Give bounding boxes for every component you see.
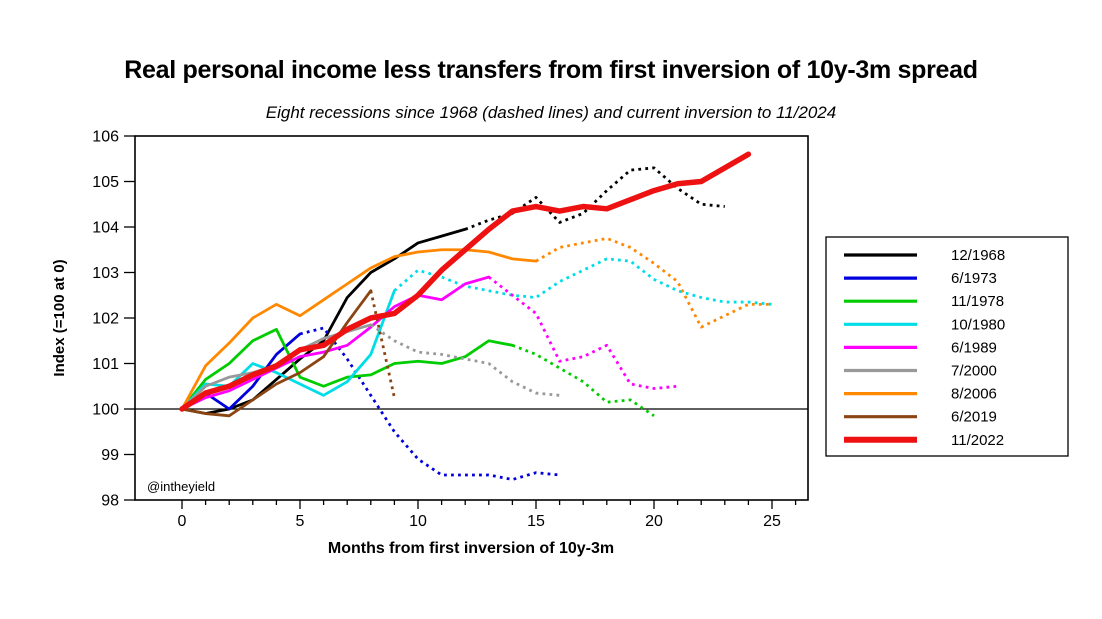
- y-tick-label: 98: [101, 493, 119, 510]
- legend-item-12-1968: 12/1968: [844, 247, 1005, 264]
- series-line-dotted-7-2000: [370, 323, 560, 397]
- legend-item-11-2022: 11/2022: [844, 432, 1004, 449]
- y-tick-label: 105: [92, 174, 119, 191]
- series-line-dotted-11-1978: [511, 343, 655, 417]
- series-line-dotted-8-2006: [535, 236, 772, 329]
- series-line-dotted-12-1968: [464, 166, 725, 231]
- series-line-11-2022: [179, 151, 752, 412]
- legend-label: 6/1989: [951, 339, 997, 356]
- legend-label: 6/2019: [951, 409, 997, 426]
- legend-item-6-2019: 6/2019: [844, 409, 997, 426]
- y-tick-label: 99: [101, 447, 119, 464]
- legend: 12/1968 6/1973 11/1978 10/1980 6/1989 7/2000 8…: [825, 236, 1069, 457]
- plot-border: [134, 135, 809, 501]
- series-line-dotted-6-1989: [487, 275, 678, 390]
- series-line-8-2006: [180, 248, 538, 411]
- y-tick-label: 100: [92, 402, 119, 419]
- series-lines: [179, 151, 773, 481]
- legend-item-10-1980: 10/1980: [844, 316, 1005, 333]
- legend-item-7-2000: 7/2000: [844, 363, 997, 380]
- legend-item-8-2006: 8/2006: [844, 386, 997, 403]
- legend-label: 7/2000: [951, 363, 997, 380]
- series-line-dotted-6-1973: [299, 326, 560, 481]
- legend-label: 10/1980: [951, 316, 1005, 333]
- series-line-11-1978: [180, 327, 514, 411]
- axes: 98 99 100 101 102 103 104 105 106 0 5 10 15 20 25: [92, 129, 797, 530]
- chart-title: Real personal income less transfers from…: [124, 56, 978, 84]
- legend-label: 11/2022: [951, 432, 1004, 449]
- legend-item-6-1989: 6/1989: [844, 339, 997, 356]
- y-tick-label: 101: [92, 356, 119, 373]
- x-tick-label: 0: [178, 513, 187, 530]
- watermark: @intheyield: [147, 479, 215, 494]
- series-line-dotted-6-2019: [369, 290, 396, 398]
- y-tick-label: 103: [92, 265, 119, 282]
- x-tick-label: 20: [645, 513, 663, 530]
- series-line-dotted-10-1980: [393, 257, 773, 306]
- x-axis-label: Months from first inversion of 10y-3m: [328, 540, 614, 557]
- legend-item-6-1973: 6/1973: [844, 270, 997, 287]
- legend-label: 6/1973: [951, 270, 997, 287]
- x-tick-label: 25: [763, 513, 781, 530]
- y-tick-label: 102: [92, 311, 119, 328]
- series-line-6-1989: [180, 275, 491, 411]
- legend-label: 8/2006: [951, 386, 997, 403]
- y-tick-label: 104: [92, 220, 119, 237]
- x-tick-label: 15: [527, 513, 545, 530]
- legend-item-11-1978: 11/1978: [844, 293, 1004, 310]
- x-tick-label: 5: [296, 513, 305, 530]
- y-tick-label: 106: [92, 129, 119, 146]
- plot-frame: [134, 135, 809, 501]
- legend-label: 12/1968: [951, 247, 1005, 264]
- x-tick-label: 10: [409, 513, 427, 530]
- legend-label: 11/1978: [951, 293, 1004, 310]
- y-axis-label: Index (=100 at 0): [51, 259, 68, 376]
- chart-subtitle: Eight recessions since 1968 (dashed line…: [265, 103, 837, 122]
